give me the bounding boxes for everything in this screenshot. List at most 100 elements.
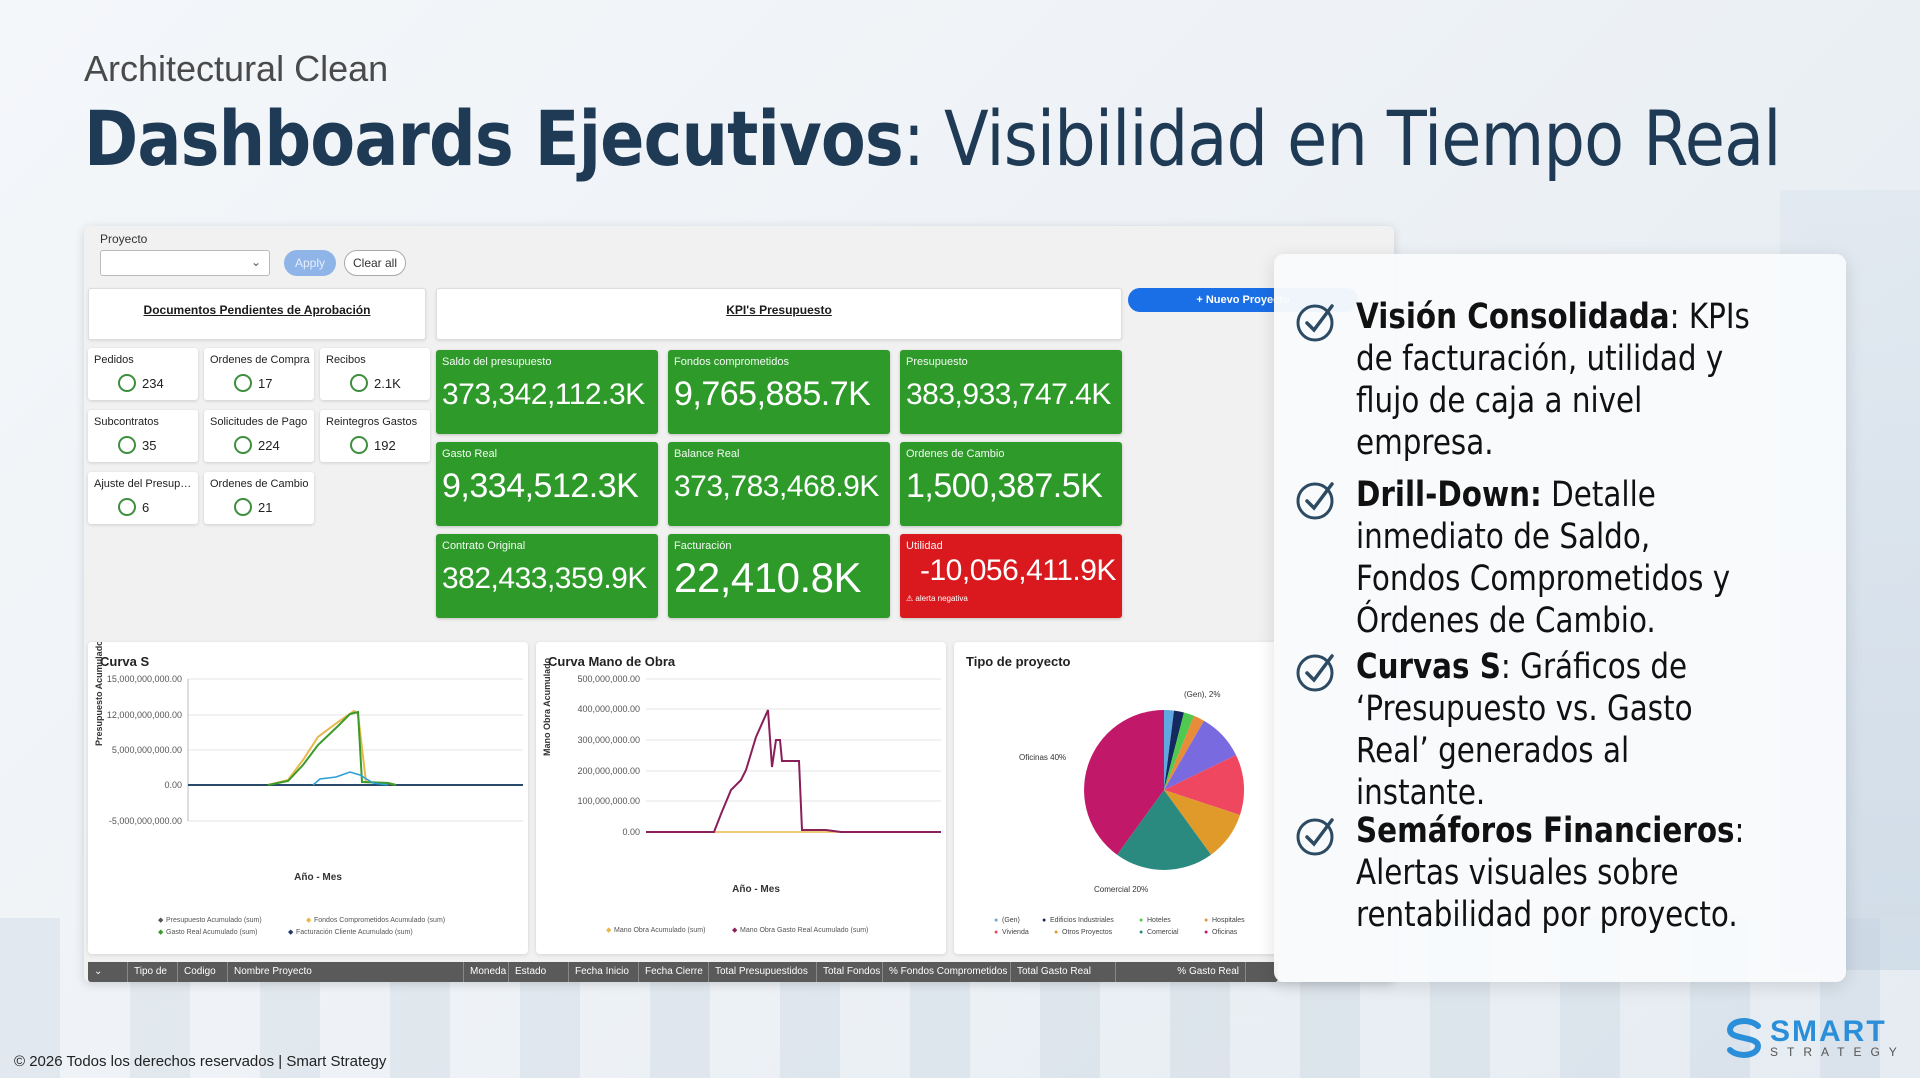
status-ring-icon	[350, 436, 368, 454]
status-ring-icon	[118, 436, 136, 454]
feature-title: Visión Consolidada	[1356, 297, 1670, 337]
doc-card-recibos[interactable]: Recibos 2.1K	[320, 348, 430, 400]
svg-text:◆: ◆	[158, 917, 164, 924]
doc-count: 21	[258, 499, 273, 515]
svg-text:◆: ◆	[306, 917, 312, 924]
logo-s-icon	[1726, 1018, 1762, 1058]
chart-title: Curva Mano de Obra	[548, 654, 676, 669]
doc-label: Recibos	[326, 354, 366, 366]
kpi-contrato-original[interactable]: Contrato Original 382,433,359.9K	[436, 534, 658, 618]
svg-text:Vivienda: Vivienda	[1002, 929, 1029, 936]
kpi-label: Balance Real	[674, 448, 740, 460]
doc-card-solicitudes-pago[interactable]: Solicitudes de Pago 224	[204, 410, 314, 462]
doc-count: 2.1K	[374, 375, 401, 391]
smart-strategy-logo: SMART STRATEGY	[1722, 1016, 1906, 1060]
column-header[interactable]: Moneda	[464, 962, 509, 982]
kpi-ordenes-cambio[interactable]: Ordenes de Cambio 1,500,387.5K	[900, 442, 1122, 526]
svg-text:●: ●	[994, 917, 998, 924]
svg-text:Facturación Cliente Acumulado: Facturación Cliente Acumulado (sum)	[296, 929, 413, 936]
doc-count: 6	[142, 499, 150, 515]
svg-text:Presupuesto Acumulado: Presupuesto Acumulado	[94, 642, 104, 746]
status-ring-icon	[350, 374, 368, 392]
column-header[interactable]: Estado	[509, 962, 569, 982]
doc-label: Ajuste del Presupue...	[94, 478, 194, 490]
doc-card-ajuste-presupuesto[interactable]: Ajuste del Presupue... 6	[88, 472, 198, 524]
feature-curvas-s: Curvas S: Gráficos de ‘Presupuesto vs. G…	[1294, 646, 1834, 814]
kpi-balance-real[interactable]: Balance Real 373,783,468.9K	[668, 442, 890, 526]
svg-text:400,000,000.00: 400,000,000.00	[577, 704, 640, 714]
svg-text:◆: ◆	[732, 927, 738, 934]
doc-card-ordenes-compra[interactable]: Ordenes de Compra 17	[204, 348, 314, 400]
projects-table-header: ⌄ Tipo de Codigo Nombre Proyecto Moneda …	[88, 962, 1278, 982]
svg-text:Mano Obra Acumulado (sum): Mano Obra Acumulado (sum)	[614, 927, 705, 934]
column-header[interactable]: Tipo de	[128, 962, 178, 982]
column-header[interactable]: Codigo	[178, 962, 228, 982]
kpi-label: Contrato Original	[442, 540, 526, 552]
svg-text:500,000,000.00: 500,000,000.00	[577, 674, 640, 684]
check-circle-icon	[1296, 818, 1334, 856]
kpi-gasto-real[interactable]: Gasto Real 9,334,512.3K	[436, 442, 658, 526]
svg-text:◆: ◆	[158, 929, 164, 936]
chevron-down-icon: ⌄	[250, 255, 261, 269]
svg-text:Año - Mes: Año - Mes	[294, 872, 342, 883]
doc-count: 224	[258, 437, 280, 453]
kpi-label: Facturación	[674, 540, 732, 552]
logo-word-smart: SMART	[1770, 1015, 1887, 1048]
column-header[interactable]: Nombre Proyecto	[228, 962, 464, 982]
column-header[interactable]: Total Gasto Real	[1011, 962, 1116, 982]
svg-text:300,000,000.00: 300,000,000.00	[577, 735, 640, 745]
svg-text:Fondos Comprometidos Acumulado: Fondos Comprometidos Acumulado (sum)	[314, 917, 445, 924]
project-filter-select[interactable]: ⌄	[100, 250, 270, 276]
doc-card-subcontratos[interactable]: Subcontratos 35	[88, 410, 198, 462]
svg-text:Hoteles: Hoteles	[1147, 917, 1171, 924]
chart-tipo-proyecto: Tipo de proyecto Oficinas 40% Comercial …	[954, 642, 1284, 954]
svg-text:0.00: 0.00	[622, 827, 640, 837]
kpi-facturacion[interactable]: Facturación 22,410.8K	[668, 534, 890, 618]
apply-button[interactable]: Apply	[284, 250, 336, 276]
svg-text:Hospitales: Hospitales	[1212, 917, 1245, 924]
logo-word-strategy: STRATEGY	[1770, 1045, 1906, 1059]
kpi-presupuesto[interactable]: Presupuesto 383,933,747.4K	[900, 350, 1122, 434]
svg-text:Mano Obra Acumulado: Mano Obra Acumulado	[542, 657, 552, 756]
expand-chevron-icon[interactable]: ⌄	[88, 962, 128, 982]
feature-semaforos: Semáforos Financieros: Alertas visuales …	[1294, 810, 1834, 936]
feature-text: : KPIs de facturación, utilidad y flujo …	[1356, 297, 1750, 463]
kpi-saldo-presupuesto[interactable]: Saldo del presupuesto 373,342,112.3K	[436, 350, 658, 434]
doc-card-reintegros[interactable]: Reintegros Gastos 192	[320, 410, 430, 462]
tipo-proyecto-pie: Oficinas 40% Comercial 20% (Gen), 2% ● (G…	[994, 690, 1245, 936]
svg-text:5,000,000,000.00: 5,000,000,000.00	[112, 745, 182, 755]
kpi-label: Gasto Real	[442, 448, 498, 460]
svg-text:◆: ◆	[606, 927, 612, 934]
kpi-label: Fondos comprometidos	[674, 356, 789, 368]
clear-all-button[interactable]: Clear all	[344, 250, 406, 276]
kpi-label: Saldo del presupuesto	[442, 356, 552, 368]
svg-text:●: ●	[1139, 929, 1143, 936]
feature-text: : Alertas visuales sobre rentabilidad po…	[1356, 811, 1745, 935]
kpi-label: Presupuesto	[906, 356, 968, 368]
kpi-label: Ordenes de Cambio	[906, 448, 1005, 460]
column-header[interactable]: Fecha Cierre	[639, 962, 709, 982]
svg-text:15,000,000,000.00: 15,000,000,000.00	[107, 674, 182, 684]
column-header[interactable]: % Gasto Real	[1116, 962, 1246, 982]
kpi-utilidad[interactable]: Utilidad -10,056,411.9K ⚠ alerta negativa	[900, 534, 1122, 618]
curva-mano-obra-plot: 500,000,000.00 400,000,000.00 300,000,00…	[542, 657, 941, 934]
chart-curva-s: Curva S 15,000,000,000.00 12,000,000,000…	[88, 642, 528, 954]
project-filter-label: Proyecto	[100, 232, 148, 246]
feature-text: : Gráficos de ‘Presupuesto vs. Gasto Rea…	[1356, 647, 1693, 813]
column-header[interactable]: % Fondos Comprometidos	[883, 962, 1011, 982]
kpi-value: 383,933,747.4K	[906, 378, 1111, 411]
svg-text:Oficinas: Oficinas	[1212, 929, 1238, 936]
kpi-value: 9,765,885.7K	[674, 375, 871, 413]
column-header[interactable]: Fecha Inicio	[569, 962, 639, 982]
slide-subtitle: Architectural Clean	[84, 48, 389, 89]
doc-card-pedidos[interactable]: Pedidos 234	[88, 348, 198, 400]
svg-text:Mano Obra Gasto Real Acumulado: Mano Obra Gasto Real Acumulado (sum)	[740, 927, 868, 934]
column-header[interactable]: Total Presupuestidos	[709, 962, 817, 982]
doc-card-ordenes-cambio[interactable]: Ordenes de Cambio 21	[204, 472, 314, 524]
column-header[interactable]: Total Fondos	[817, 962, 883, 982]
curva-s-plot: 15,000,000,000.00 12,000,000,000.00 5,00…	[94, 642, 523, 936]
kpi-value: 9,334,512.3K	[442, 467, 639, 505]
chart-curva-mano-obra: Curva Mano de Obra 500,000,000.00 400,00…	[536, 642, 946, 954]
kpi-fondos-comprometidos[interactable]: Fondos comprometidos 9,765,885.7K	[668, 350, 890, 434]
svg-text:◆: ◆	[288, 929, 294, 936]
